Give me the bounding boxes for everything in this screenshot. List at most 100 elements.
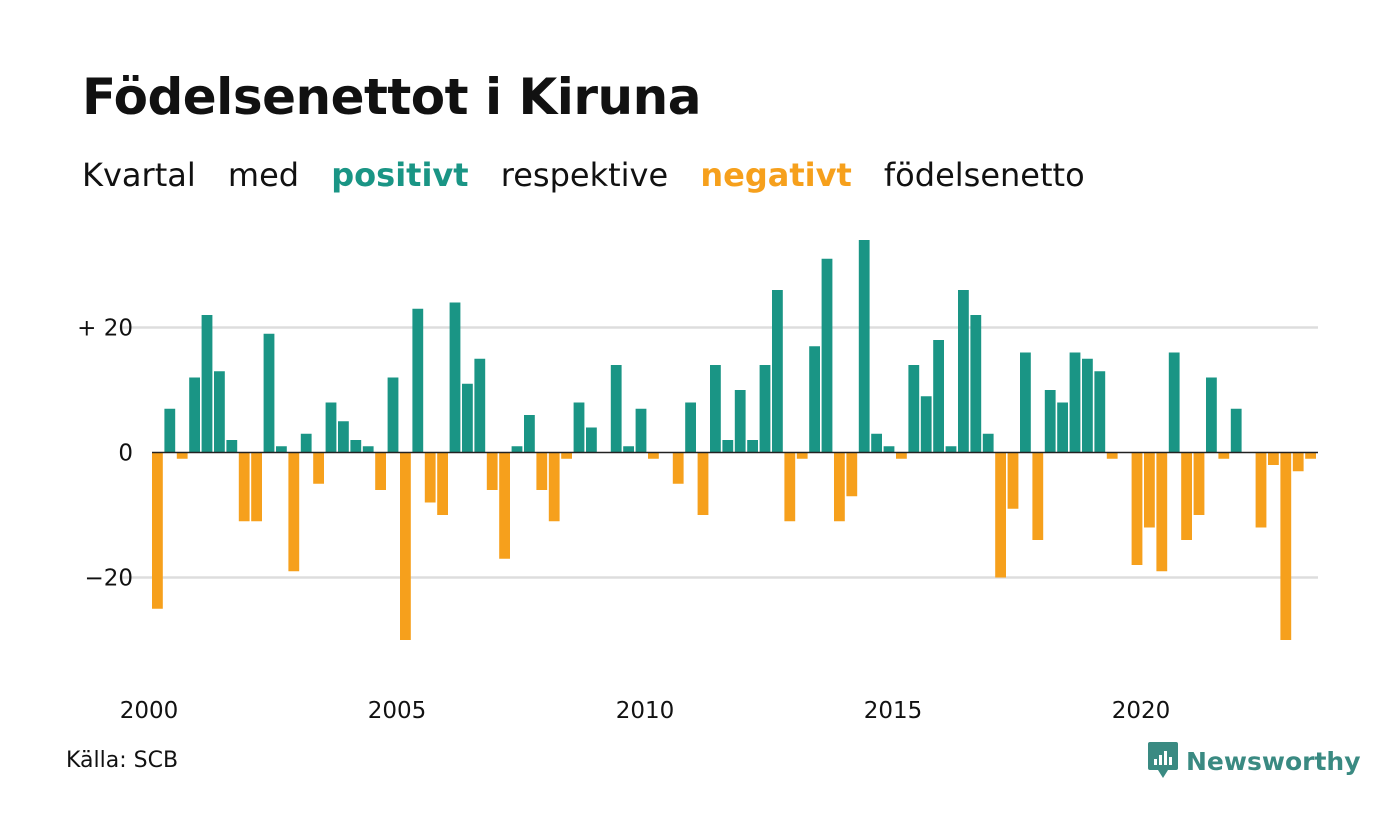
bar-negative xyxy=(548,452,560,522)
bar-negative xyxy=(1106,452,1118,459)
bar-positive xyxy=(189,377,200,453)
bar-positive xyxy=(449,302,461,453)
bar-negative xyxy=(1305,452,1316,459)
bar-positive xyxy=(338,421,349,453)
bar-positive xyxy=(511,446,523,453)
bar-negative xyxy=(648,452,659,459)
bar-positive xyxy=(1094,371,1106,453)
bar-positive xyxy=(164,408,176,453)
bar-negative xyxy=(486,452,498,490)
bar-positive xyxy=(276,446,287,453)
bar-positive xyxy=(573,402,585,453)
bar-negative xyxy=(1032,452,1044,540)
bar-negative xyxy=(1193,452,1205,515)
y-tick-label: −20 xyxy=(84,566,133,592)
bar-negative xyxy=(437,452,448,515)
source-note: Källa: SCB xyxy=(66,748,179,773)
bar-positive xyxy=(958,290,969,453)
bar-negative xyxy=(995,452,1006,578)
bar-positive xyxy=(710,365,721,453)
bar-positive xyxy=(920,396,932,453)
bar-negative xyxy=(672,452,684,484)
bar-negative xyxy=(1181,452,1192,540)
chart-subtitle: Kvartal med positivt respektive negativt… xyxy=(82,156,1107,194)
bar-negative xyxy=(784,452,796,522)
bar-positive xyxy=(1044,390,1056,453)
bar-positive xyxy=(933,340,944,453)
bar-negative xyxy=(499,452,510,559)
bar-negative xyxy=(536,452,548,490)
bar-negative xyxy=(1007,452,1019,509)
bar-positive xyxy=(722,440,734,453)
bar-positive xyxy=(462,383,473,453)
bar-negative xyxy=(375,452,386,490)
bar-negative xyxy=(1292,452,1304,472)
bar-negative xyxy=(697,452,709,515)
y-tick-label: + 20 xyxy=(77,316,133,342)
chart-title: Födelsenettot i Kiruna xyxy=(82,68,701,126)
bar-positive xyxy=(610,365,622,453)
bar-negative xyxy=(313,452,324,484)
bar-positive xyxy=(1082,358,1093,453)
bar-negative xyxy=(424,452,436,503)
bar-positive xyxy=(214,371,225,453)
x-tick-label: 2015 xyxy=(864,698,923,724)
bar-negative xyxy=(251,452,262,522)
bar-positive xyxy=(858,240,870,453)
bar-positive xyxy=(1057,402,1068,453)
bar-positive xyxy=(821,258,833,453)
newsworthy-logo-icon xyxy=(1148,742,1178,778)
subtitle-text-respektive: respektive xyxy=(500,156,669,194)
bar-positive xyxy=(1230,408,1242,453)
bar-negative xyxy=(1156,452,1168,572)
bar-negative xyxy=(238,452,250,522)
bar-positive xyxy=(263,333,275,453)
bar-positive xyxy=(685,402,696,453)
bar-negative xyxy=(1218,452,1230,459)
bar-negative xyxy=(1255,452,1267,528)
bar-positive xyxy=(759,365,771,453)
legend-negative: negativt xyxy=(700,156,852,194)
bar-positive xyxy=(883,446,895,453)
bar-positive xyxy=(809,346,820,453)
subtitle-text-fodelsenetto: födelsenetto xyxy=(883,156,1085,194)
bar-positive xyxy=(635,408,647,453)
bar-positive xyxy=(1206,377,1217,453)
bar-positive xyxy=(350,440,362,453)
bar-negative xyxy=(834,452,845,522)
bar-negative xyxy=(152,452,163,609)
bar-negative xyxy=(796,452,808,459)
subtitle-text-med: med xyxy=(227,156,300,194)
bar-positive xyxy=(586,427,597,453)
subtitle-text-kvartal: Kvartal xyxy=(82,156,196,194)
bar-positive xyxy=(871,433,882,453)
bar-positive xyxy=(772,290,783,453)
bar-positive xyxy=(474,358,486,453)
bar-positive xyxy=(908,365,920,453)
bar-negative xyxy=(1280,452,1292,640)
legend-positive: positivt xyxy=(331,156,469,194)
bar-negative xyxy=(561,452,572,459)
bar-positive xyxy=(1168,352,1180,453)
x-tick-label: 2020 xyxy=(1112,698,1171,724)
bar-positive xyxy=(226,440,238,453)
bar-negative xyxy=(400,452,411,640)
bar-positive xyxy=(1020,352,1031,453)
bar-positive xyxy=(412,308,424,453)
bar-positive xyxy=(945,446,957,453)
bar-positive xyxy=(300,433,312,453)
bar-negative xyxy=(1131,452,1143,565)
bar-positive xyxy=(201,315,213,453)
bar-positive xyxy=(387,377,399,453)
brand-name: Newsworthy xyxy=(1186,746,1361,776)
bar-positive xyxy=(325,402,337,453)
bar-negative xyxy=(1144,452,1155,528)
bar-positive xyxy=(982,433,994,453)
bar-positive xyxy=(1069,352,1081,453)
y-tick-label: 0 xyxy=(118,441,133,467)
bar-positive xyxy=(734,390,746,453)
bar-positive xyxy=(747,440,758,453)
bar-negative xyxy=(176,452,188,459)
bar-positive xyxy=(970,315,982,453)
